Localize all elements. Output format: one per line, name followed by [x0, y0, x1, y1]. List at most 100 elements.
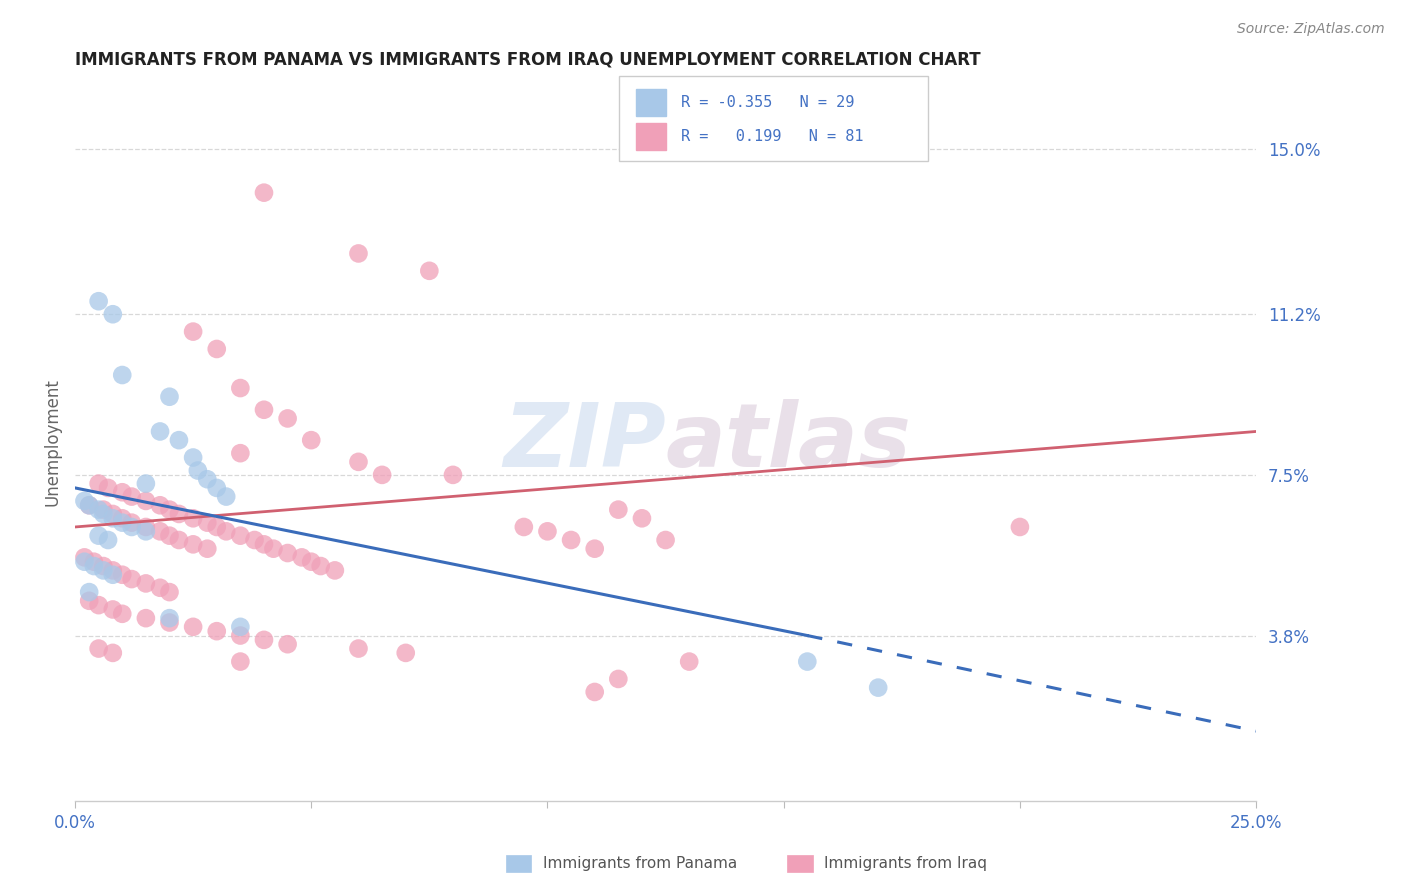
Point: [583, 541, 606, 556]
Point: [101, 507, 124, 521]
Point: [205, 481, 228, 495]
Point: [347, 641, 370, 656]
Point: [277, 411, 299, 425]
Point: [101, 646, 124, 660]
Point: [159, 611, 181, 625]
Point: [181, 511, 204, 525]
Point: [111, 607, 134, 621]
Point: [253, 402, 276, 417]
Text: Source: ZipAtlas.com: Source: ZipAtlas.com: [1237, 22, 1385, 37]
Point: [678, 655, 700, 669]
Point: [111, 485, 134, 500]
Point: [97, 481, 120, 495]
Point: [121, 516, 143, 530]
Point: [77, 585, 100, 599]
Text: ZIP: ZIP: [503, 399, 665, 486]
Text: IMMIGRANTS FROM PANAMA VS IMMIGRANTS FROM IRAQ UNEMPLOYMENT CORRELATION CHART: IMMIGRANTS FROM PANAMA VS IMMIGRANTS FRO…: [75, 51, 980, 69]
Point: [309, 559, 332, 574]
Point: [83, 559, 105, 574]
Text: Immigrants from Panama: Immigrants from Panama: [543, 856, 737, 871]
Point: [418, 264, 440, 278]
Point: [167, 433, 190, 447]
Point: [135, 524, 157, 539]
Point: [77, 498, 100, 512]
Point: [101, 307, 124, 321]
Point: [796, 655, 818, 669]
Point: [299, 555, 322, 569]
Point: [149, 581, 172, 595]
Point: [97, 533, 120, 547]
Point: [277, 546, 299, 560]
Point: [195, 472, 218, 486]
Point: [262, 541, 284, 556]
Point: [149, 498, 172, 512]
Point: [277, 637, 299, 651]
Point: [253, 537, 276, 551]
Point: [93, 507, 115, 521]
Point: [536, 524, 558, 539]
Point: [229, 655, 252, 669]
Point: [167, 507, 190, 521]
Text: R =   0.199   N = 81: R = 0.199 N = 81: [681, 129, 863, 144]
Point: [607, 502, 630, 516]
Point: [149, 524, 172, 539]
Point: [101, 563, 124, 577]
Point: [101, 567, 124, 582]
Point: [181, 537, 204, 551]
Point: [560, 533, 582, 547]
Point: [135, 611, 157, 625]
Point: [229, 446, 252, 460]
Point: [395, 646, 418, 660]
Point: [87, 598, 110, 612]
Point: [253, 186, 276, 200]
Point: [323, 563, 346, 577]
Point: [167, 533, 190, 547]
Point: [93, 559, 115, 574]
Point: [73, 550, 96, 565]
Point: [101, 602, 124, 616]
Point: [1008, 520, 1031, 534]
Point: [159, 529, 181, 543]
Point: [73, 494, 96, 508]
Point: [607, 672, 630, 686]
Point: [87, 641, 110, 656]
Point: [101, 511, 124, 525]
Point: [347, 455, 370, 469]
Point: [77, 498, 100, 512]
Point: [111, 567, 134, 582]
Point: [868, 681, 890, 695]
Point: [513, 520, 536, 534]
Point: [77, 594, 100, 608]
Point: [181, 620, 204, 634]
Point: [205, 342, 228, 356]
Point: [299, 433, 322, 447]
Point: [195, 516, 218, 530]
Point: [159, 585, 181, 599]
Point: [215, 524, 238, 539]
Point: [195, 541, 218, 556]
Point: [181, 450, 204, 465]
Point: [121, 490, 143, 504]
Point: [87, 476, 110, 491]
Point: [371, 467, 394, 482]
Point: [205, 624, 228, 639]
Point: [87, 502, 110, 516]
Point: [187, 464, 209, 478]
Point: [121, 520, 143, 534]
Point: [135, 476, 157, 491]
Point: [121, 572, 143, 586]
Point: [181, 325, 204, 339]
Point: [347, 246, 370, 260]
Point: [441, 467, 464, 482]
Point: [87, 294, 110, 309]
Point: [229, 620, 252, 634]
Point: [229, 381, 252, 395]
Point: [87, 529, 110, 543]
Point: [93, 502, 115, 516]
Text: R = -0.355   N = 29: R = -0.355 N = 29: [681, 95, 853, 110]
Point: [291, 550, 314, 565]
Point: [253, 632, 276, 647]
Text: atlas: atlas: [665, 399, 911, 486]
Point: [111, 368, 134, 382]
Point: [159, 615, 181, 630]
